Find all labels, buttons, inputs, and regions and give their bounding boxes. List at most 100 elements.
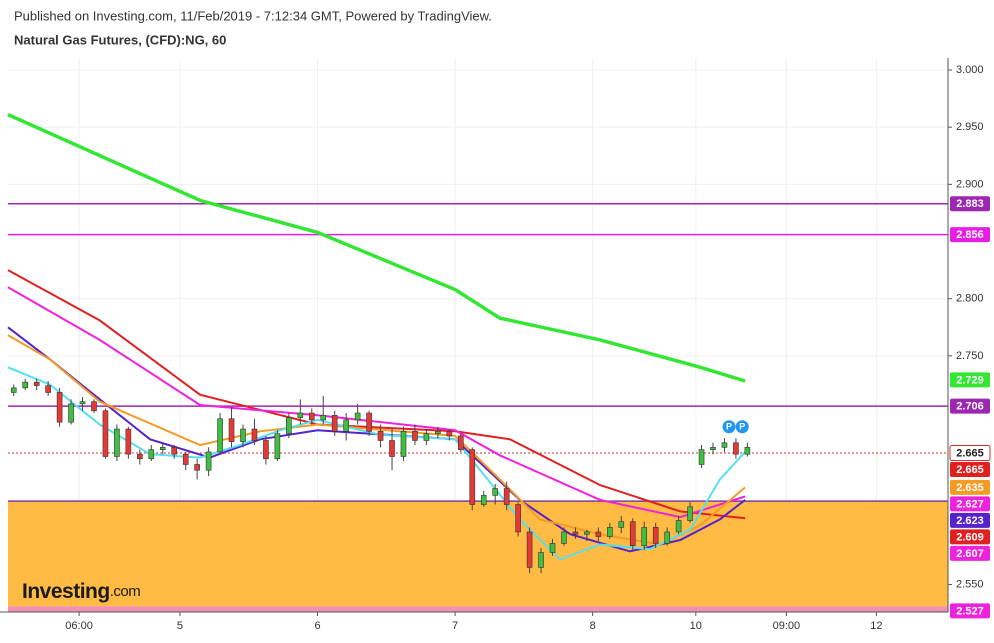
candle-body (137, 453, 143, 460)
x-tick-label: 8 (590, 620, 596, 632)
watermark-suffix: .com (110, 583, 141, 600)
candle-body (641, 527, 648, 546)
candle-body (33, 381, 40, 386)
candle-body (652, 527, 659, 544)
candle-body (480, 495, 487, 505)
annotation-label: P (726, 422, 732, 432)
price-badge-label: 2.623 (956, 515, 984, 527)
candle-body (171, 447, 178, 455)
candle-body (698, 449, 705, 465)
candle-body (607, 527, 613, 537)
published-note: Published on Investing.com, 11/Feb/2019 … (14, 8, 492, 23)
price-badge-label: 2.665 (956, 447, 984, 459)
price-badge-label: 2.883 (956, 198, 984, 210)
candle-body (664, 531, 670, 544)
annotation-marker (722, 420, 736, 434)
candle-body (710, 447, 716, 450)
candle-body (538, 552, 544, 568)
y-tick-label: 2.800 (956, 293, 984, 305)
x-tick-label: 5 (177, 620, 183, 632)
candle-body (343, 419, 349, 432)
candle-body (595, 531, 602, 537)
watermark: Investing.com (22, 580, 140, 603)
ma-line (7, 286, 746, 519)
candle-body (446, 431, 453, 437)
candle-body (492, 488, 498, 496)
price-badge (950, 398, 990, 414)
candle-body (159, 447, 166, 450)
candle-body (549, 543, 556, 553)
price-badge (950, 462, 990, 478)
candle-body (91, 401, 97, 412)
x-tick-label: 10 (690, 620, 702, 632)
price-badge-label: 2.609 (956, 531, 984, 543)
y-tick-label: 3.000 (956, 64, 984, 76)
price-badge (950, 512, 990, 528)
price-badge (950, 196, 990, 212)
price-badge-label: 2.729 (956, 374, 984, 386)
price-badge (950, 545, 990, 561)
candle-body (721, 442, 728, 448)
candle-body (240, 428, 246, 442)
candle-body (274, 433, 281, 460)
candle-body (503, 488, 510, 505)
plot: 2.550 2.750 2.800 2.900 2.950 3.000 06:00 5 6 7 8 1… (7, 58, 984, 632)
price-badge (950, 529, 990, 545)
candle-body (618, 521, 625, 528)
candle-body (366, 412, 372, 432)
price-badge (950, 496, 990, 512)
candle-body (435, 431, 441, 434)
price-badge-label: 2.706 (956, 401, 984, 413)
y-tick-label: 2.900 (956, 178, 984, 190)
instrument-title: Natural Gas Futures, (CFD):NG, 60 (14, 32, 226, 47)
candle-body (10, 387, 17, 393)
candle-body (68, 403, 74, 423)
candle-body (217, 418, 223, 453)
price-badge (950, 479, 990, 495)
zone (8, 501, 948, 607)
candle-body (561, 531, 567, 544)
price-badge (950, 372, 990, 388)
candle-body (102, 410, 109, 457)
candle-body (423, 433, 430, 441)
candle-body (228, 418, 235, 442)
candle-body (125, 428, 132, 455)
candle-body (733, 442, 739, 455)
candle-body (458, 435, 464, 450)
y-tick-label: 2.950 (956, 121, 984, 133)
watermark-brand: Investing (22, 580, 110, 603)
candle-body (629, 521, 636, 546)
price-badge (950, 227, 990, 243)
x-tick-label: 09:00 (773, 620, 801, 632)
candle-body (572, 531, 579, 535)
candle-body (79, 401, 86, 405)
candle-body (22, 381, 28, 389)
candle-body (400, 431, 407, 457)
x-tick-label: 7 (452, 620, 458, 632)
candle-body (114, 428, 120, 457)
candle-body (515, 504, 521, 533)
candle-body (320, 415, 327, 421)
candle-body (675, 520, 682, 533)
y-tick-label: 2.550 (956, 578, 984, 590)
candle-body (389, 440, 395, 457)
candle-body (45, 385, 51, 393)
x-tick-label: 12 (870, 620, 882, 632)
candle-body (205, 451, 212, 471)
annotation-label: P (739, 422, 745, 432)
price-badge-label: 2.527 (956, 605, 984, 617)
candle-body (308, 412, 315, 421)
price-badge-label: 2.607 (956, 548, 984, 560)
candle-body (331, 415, 338, 432)
candle-body (744, 447, 751, 455)
candle-body (297, 412, 304, 418)
candle-body (526, 531, 533, 568)
candle-body (263, 440, 269, 460)
price-badge-label: 2.627 (956, 498, 984, 510)
ma-line (7, 113, 746, 383)
x-tick-label: 6 (314, 620, 320, 632)
candle-body (148, 449, 155, 460)
candle-body (412, 431, 418, 441)
